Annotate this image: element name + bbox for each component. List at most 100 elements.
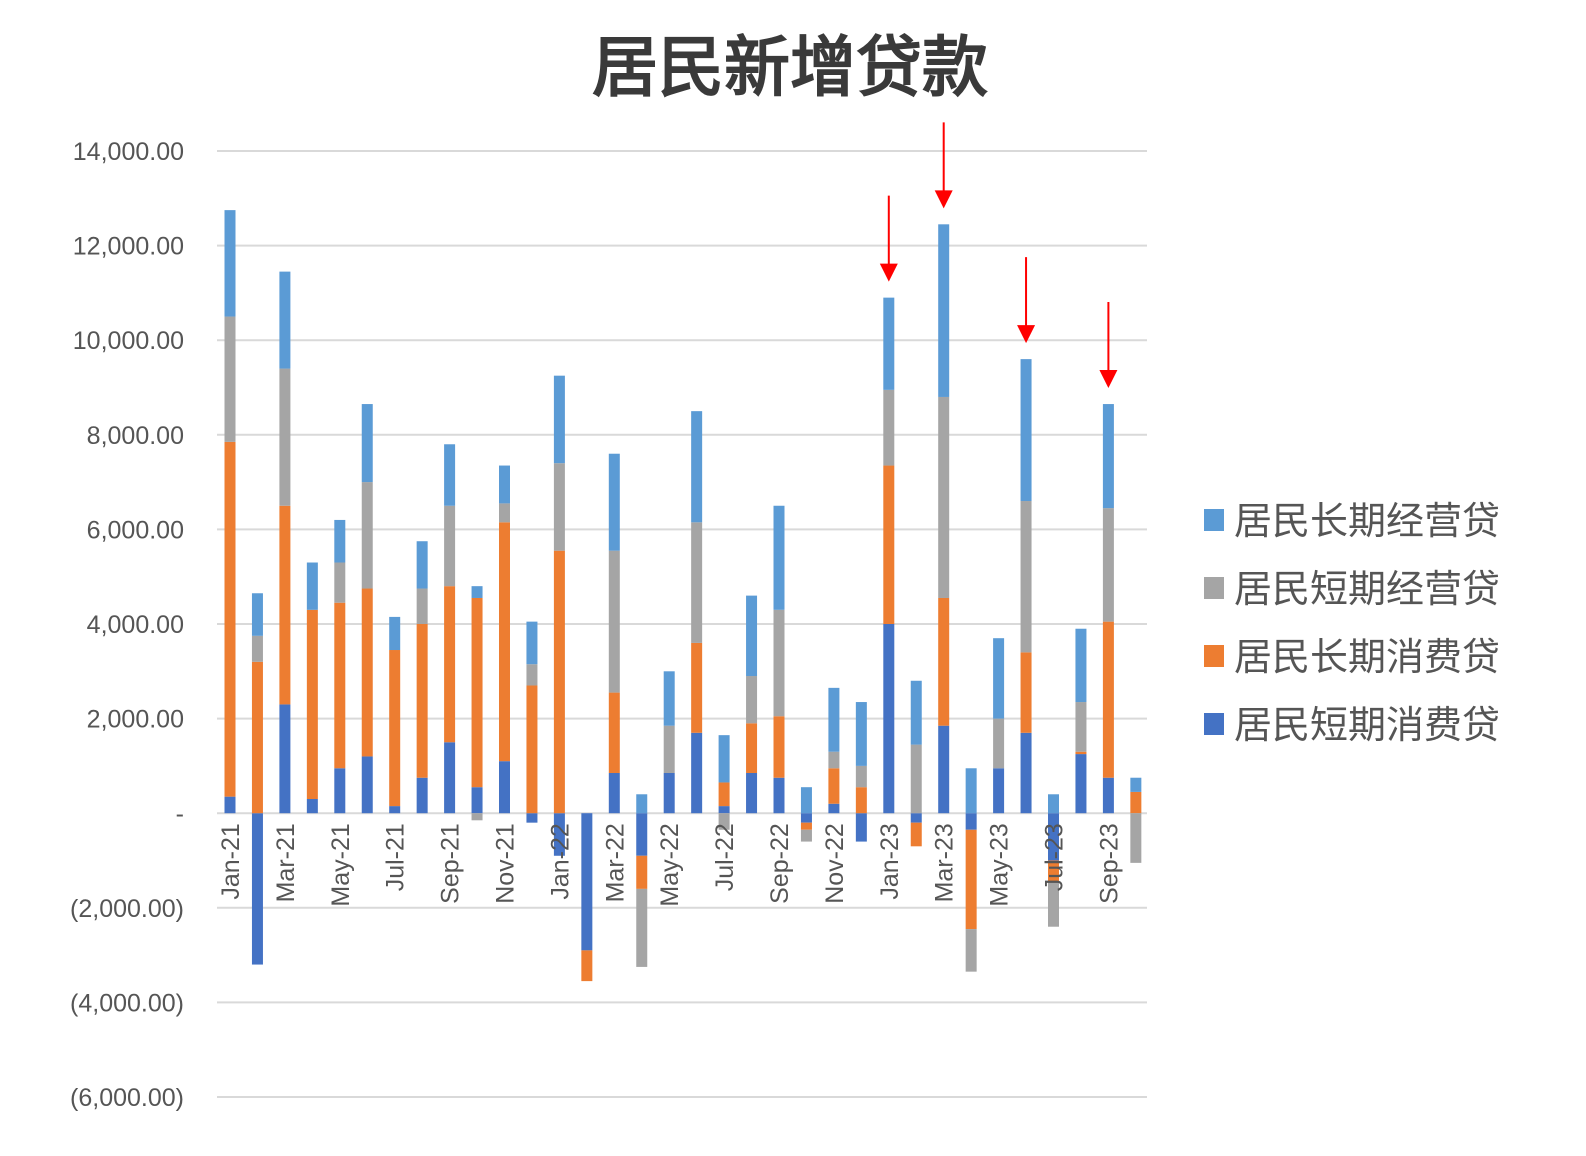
bar-segment [471,787,483,814]
bar-segment [1075,702,1087,752]
bar-segment [1020,732,1032,814]
bar-segment [691,732,703,814]
bar-segment [883,389,895,466]
bar-segment [224,796,236,814]
bar-segment [965,768,977,814]
bar-segment [718,735,730,783]
legend-label: 居民长期消费贷 [1234,635,1500,679]
bar-segment [416,777,428,814]
bar-segment [800,787,812,814]
bar-segment [444,742,456,814]
bar-segment [251,593,263,636]
bar-segment [526,664,538,686]
bar-segment [499,761,510,814]
bar-segment [691,522,703,643]
bar-segment [1075,754,1087,814]
bar-segment [1075,628,1087,703]
bar-segment [471,586,483,598]
bars [224,210,1142,982]
bar-segment [800,822,812,830]
x-tick-label: Jul-21 [382,823,410,891]
bar-segment [1020,359,1032,502]
x-tick-label: Sep-23 [1095,823,1123,904]
y-tick-label: 10,000.00 [73,327,184,355]
bar-segment [334,768,346,814]
bar-segment [306,799,318,814]
bar-segment [608,772,620,814]
y-tick-label: 12,000.00 [73,233,184,261]
bar-segment [663,772,675,814]
y-tick-label: (4,000.00) [70,989,184,1017]
bar-segment [828,751,840,769]
bar-segment [800,813,812,823]
bar-segment [444,586,456,743]
bar-segment [1075,751,1087,755]
bar-segment [938,396,950,598]
bar-segment [636,855,648,889]
x-axis-ticks: Jan-21 Mar-21 May-21 Jul-21 Sep-21 Nov-21 Jan-… [217,823,1123,906]
bar-segment [1130,791,1142,814]
bar-segment [608,550,620,693]
legend-swatch [1204,645,1224,667]
x-tick-label: May-22 [656,823,684,906]
bar-segment [691,642,703,733]
bar-segment [553,550,565,814]
bar-segment [1048,881,1059,927]
bar-segment [773,505,785,610]
x-tick-label: Jan-22 [546,823,574,899]
bar-segment [855,813,867,842]
bar-segment [416,624,428,778]
bar-segment [1020,652,1032,733]
bar-segment [828,768,840,804]
bar-segment [773,777,785,814]
legend-label: 居民短期经营贷 [1234,567,1500,611]
bar-segment [279,704,291,814]
bar-segment [855,702,867,766]
bar-segment [389,806,401,814]
bar-segment [361,404,373,483]
bar-segment [416,588,428,624]
bar-segment [526,813,538,823]
bar-segment [800,829,812,842]
bar-segment [718,782,730,807]
bar-segment [663,725,675,773]
bar-segment [1048,860,1059,882]
bar-segment [361,756,373,814]
bar-segment [1048,813,1059,861]
legend-swatch [1204,577,1224,599]
bar-segment [334,562,346,603]
bar-segment [608,692,620,773]
annotation-arrow-head [1099,370,1118,389]
bar-segment [883,465,895,624]
y-tick-label: 8,000.00 [87,422,184,450]
y-tick-label: 6,000.00 [87,516,184,544]
bar-segment [938,725,950,814]
annotation-arrow-head [934,190,953,209]
y-tick-label: - [176,800,184,828]
x-tick-label: Sep-21 [437,823,465,904]
bar-segment [279,505,291,705]
x-tick-label: Mar-23 [931,823,959,902]
bar-segment [608,453,620,551]
bar-segment [1102,404,1114,509]
bar-segment [499,522,510,762]
bar-segment [910,744,922,814]
chart-title: 居民新增贷款 [592,29,988,106]
y-tick-label: 4,000.00 [87,611,184,639]
bar-segment [746,595,758,677]
y-axis-ticks: 14,000.00 12,000.00 10,000.00 8,000.00 6,000… [70,138,184,1112]
bar-segment [334,519,346,563]
bar-segment [1102,508,1114,622]
bar-segment [224,316,236,442]
bar-segment [691,411,703,523]
y-tick-label: (2,000.00) [70,895,184,923]
bar-segment [993,718,1005,769]
bar-segment [718,806,730,814]
bar-segment [471,813,483,821]
bar-segment [910,813,922,823]
x-tick-label: Jul-23 [1041,823,1069,891]
bar-segment [1130,813,1142,863]
bar-segment [1102,621,1114,778]
legend-label: 居民短期消费贷 [1234,703,1500,747]
